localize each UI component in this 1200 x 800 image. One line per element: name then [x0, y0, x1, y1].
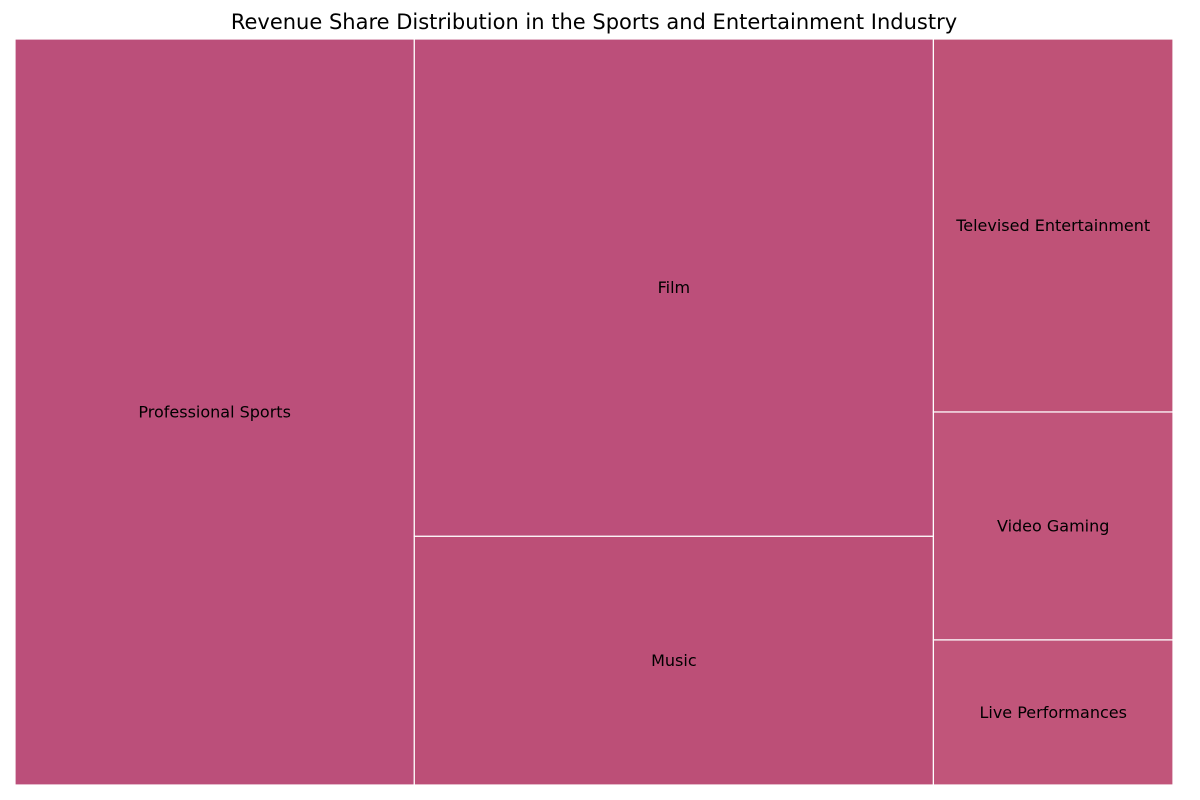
treemap-cell-video-gaming: Video Gaming: [933, 412, 1173, 640]
treemap-label-live-performances: Live Performances: [979, 703, 1126, 722]
treemap-cell-live-performances: Live Performances: [933, 640, 1173, 785]
treemap-cell-televised-entertainment: Televised Entertainment: [933, 39, 1173, 412]
treemap-label-televised-entertainment: Televised Entertainment: [955, 216, 1150, 235]
treemap-cell-film: Film: [414, 39, 933, 536]
treemap-label-film: Film: [658, 278, 691, 297]
treemap-label-video-gaming: Video Gaming: [997, 516, 1109, 535]
treemap-label-music: Music: [651, 651, 697, 670]
treemap-cell-music: Music: [414, 536, 933, 785]
treemap-cell-professional-sports: Professional Sports: [15, 39, 414, 785]
treemap-label-professional-sports: Professional Sports: [138, 403, 291, 422]
